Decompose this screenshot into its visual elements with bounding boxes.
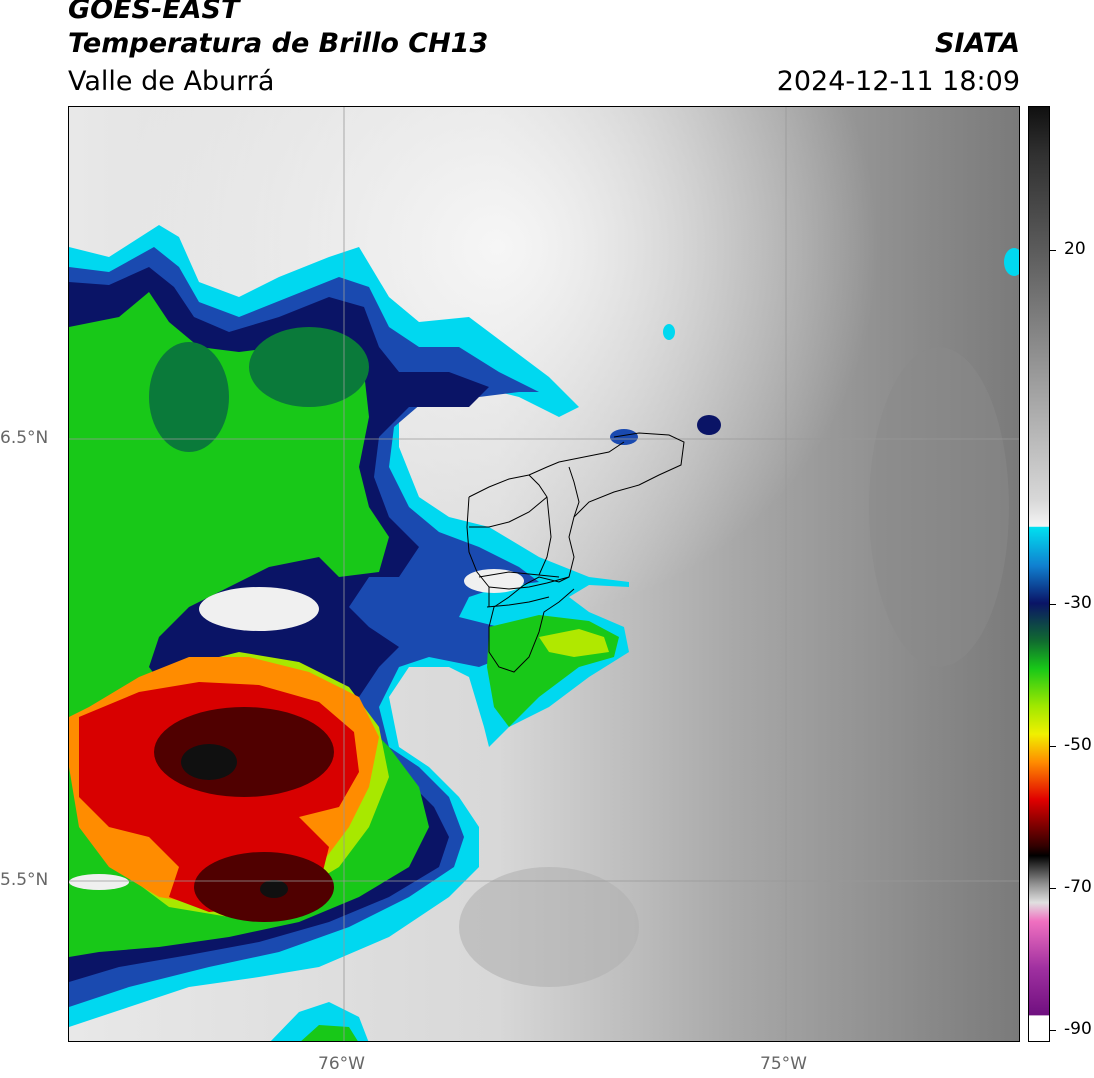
lat-label-6-5: 6.5°N [0,428,49,448]
municipal-boundaries [466,432,685,673]
lime-cell-2 [539,629,609,657]
colorbar-tick-20 [1050,250,1056,251]
map-canvas [69,107,1019,1041]
title-organization: SIATA [934,28,1020,59]
dark-red-core [154,707,334,797]
dark-green-patch [249,327,369,407]
warm-hole [199,587,319,631]
black-core [181,744,237,780]
gray-cloud-patch [459,867,639,987]
colorbar-tick-minus30 [1050,604,1056,605]
colorbar-tick-minus90 [1050,1030,1056,1031]
lon-label-76: 76°W [318,1054,365,1074]
colorbar-label-minus90: -90 [1064,1019,1092,1039]
title-satellite: GOES-EAST [68,0,240,25]
gray-cloud-patch-2 [869,347,1009,667]
black-core-2 [260,880,288,898]
colorbar-label-minus30: -30 [1064,593,1092,613]
colorbar [1028,106,1050,1042]
dark-green-patch-2 [149,342,229,452]
small-cold-cell [697,415,721,435]
lat-label-5-5: 5.5°N [0,870,49,890]
colorbar-gradient [1029,107,1049,1041]
small-cold-cell-3 [663,324,675,340]
satellite-map [68,106,1020,1042]
title-region: Valle de Aburrá [68,66,275,97]
small-cold-cell-2 [610,429,638,445]
colorbar-tick-minus50 [1050,746,1056,747]
colorbar-tick-minus70 [1050,888,1056,889]
small-cold-cell-4 [1004,248,1019,276]
colorbar-label-minus70: -70 [1064,877,1092,897]
title-product: Temperatura de Brillo CH13 [68,28,489,59]
colorbar-label-minus50: -50 [1064,735,1092,755]
colorbar-label-20: 20 [1064,239,1086,259]
title-datetime: 2024-12-11 18:09 [776,66,1020,97]
warm-hole-2 [69,874,129,890]
lon-label-75: 75°W [760,1054,807,1074]
colorbar-svg [1029,107,1049,1041]
